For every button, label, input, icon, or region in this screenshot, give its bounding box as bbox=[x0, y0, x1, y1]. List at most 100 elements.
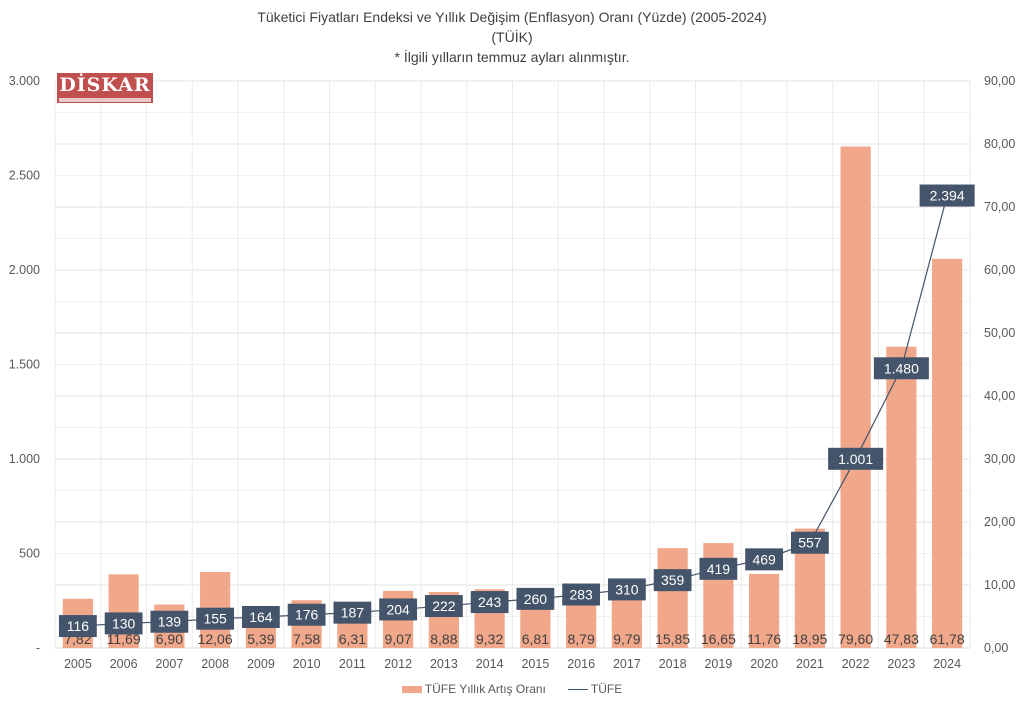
bar-data-label: 79,60 bbox=[838, 631, 873, 647]
x-axis-tick-label: 2012 bbox=[384, 657, 412, 671]
bar-data-label: 6,90 bbox=[156, 631, 183, 647]
line-data-label: 1.480 bbox=[884, 360, 919, 376]
line-data-label: 1.001 bbox=[838, 451, 873, 467]
right-axis-tick-label: 60,00 bbox=[984, 263, 1015, 277]
bar-data-label: 6,31 bbox=[339, 631, 366, 647]
x-axis-tick-label: 2011 bbox=[339, 657, 366, 671]
line-data-label: 283 bbox=[569, 587, 593, 603]
x-axis-tick-label: 2018 bbox=[659, 657, 687, 671]
legend: TÜFE Yıllık Artış Oranı TÜFE bbox=[0, 682, 1024, 696]
bar-data-label: 6,81 bbox=[522, 631, 549, 647]
line-data-label-box bbox=[653, 569, 692, 592]
legend-item-bar: TÜFE Yıllık Artış Oranı bbox=[401, 682, 546, 696]
legend-item-line: TÜFE bbox=[567, 682, 623, 696]
right-axis-tick-label: 70,00 bbox=[984, 200, 1015, 214]
line-data-label-box bbox=[150, 610, 189, 633]
line-data-label-box bbox=[873, 357, 929, 380]
line-data-label-box bbox=[745, 548, 784, 571]
x-axis-tick-label: 2007 bbox=[155, 657, 183, 671]
x-axis-tick-label: 2008 bbox=[201, 657, 229, 671]
x-axis-tick-label: 2019 bbox=[704, 657, 732, 671]
right-axis-tick-label: 0,00 bbox=[984, 641, 1008, 655]
line-data-label-box bbox=[516, 587, 555, 610]
legend-line-label: TÜFE bbox=[590, 682, 623, 696]
line-data-labels: 116 130 139 155 164 176 187 204 222 243 260 283 310 3… bbox=[58, 184, 975, 638]
left-axis-tick-label: 1.000 bbox=[9, 452, 40, 466]
line-data-label: 359 bbox=[661, 572, 685, 588]
left-axis-tick-label: 2.500 bbox=[9, 169, 40, 183]
line-data-label-box bbox=[470, 591, 509, 614]
line-data-label: 419 bbox=[707, 561, 731, 577]
line-data-label: 557 bbox=[798, 535, 822, 551]
chart-subtitle-source: (TÜİK) bbox=[491, 29, 533, 45]
right-axis-tick-label: 90,00 bbox=[984, 74, 1015, 88]
line-data-label-box bbox=[241, 606, 280, 629]
line-data-label: 204 bbox=[386, 601, 410, 617]
line-data-label-box bbox=[828, 447, 884, 470]
x-axis-tick-label: 2009 bbox=[247, 657, 275, 671]
bar-data-label: 9,79 bbox=[613, 631, 640, 647]
line-data-label-box bbox=[104, 612, 143, 635]
x-axis-tick-label: 2020 bbox=[750, 657, 778, 671]
right-axis-tick-label: 30,00 bbox=[984, 452, 1015, 466]
bar-data-label: 9,07 bbox=[385, 631, 412, 647]
bar-data-label: 8,79 bbox=[568, 631, 595, 647]
line-data-label: 469 bbox=[752, 551, 776, 567]
bar-data-label: 7,58 bbox=[293, 631, 320, 647]
left-axis-tick-label: 500 bbox=[19, 547, 40, 561]
left-axis-tick-label: 1.500 bbox=[9, 358, 40, 372]
bar-data-label: 47,83 bbox=[884, 631, 919, 647]
right-axis-tick-label: 80,00 bbox=[984, 137, 1015, 151]
bar bbox=[886, 346, 917, 648]
line-data-label: 176 bbox=[295, 607, 319, 623]
x-axis-tick-label: 2021 bbox=[796, 657, 824, 671]
line-data-label: 222 bbox=[432, 598, 456, 614]
bar bbox=[657, 548, 688, 648]
x-axis-tick-label: 2017 bbox=[613, 657, 641, 671]
logo-subtitle-strip bbox=[59, 98, 151, 102]
bar-data-label: 11,76 bbox=[747, 631, 781, 647]
line-data-label-box bbox=[562, 583, 601, 606]
bar-data-label: 15,85 bbox=[655, 631, 690, 647]
chart-title: Tüketici Fiyatları Endeksi ve Yıllık Değ… bbox=[257, 9, 767, 25]
x-axis-tick-label: 2005 bbox=[64, 657, 92, 671]
bar-series bbox=[62, 146, 963, 648]
line-data-label: 2.394 bbox=[930, 188, 965, 204]
gridlines bbox=[54, 80, 971, 649]
line-data-label-box bbox=[379, 598, 418, 621]
left-axis-tick-label: - bbox=[36, 641, 40, 655]
bar-data-label: 16,65 bbox=[701, 631, 736, 647]
line-data-label: 260 bbox=[524, 591, 548, 607]
line-data-label: 310 bbox=[615, 581, 639, 597]
right-axis-tick-label: 50,00 bbox=[984, 326, 1015, 340]
x-axis-ticks: 2005 2006 2007 2008 2009 2010 2011 2012 2013 2014… bbox=[64, 657, 961, 671]
x-axis-tick-label: 2014 bbox=[476, 657, 504, 671]
x-axis-tick-label: 2010 bbox=[293, 657, 321, 671]
line-data-label: 130 bbox=[112, 615, 136, 631]
bar-data-label: 8,88 bbox=[430, 631, 457, 647]
chart-note: * İlgili yılların temmuz ayları alınmışt… bbox=[394, 49, 630, 65]
left-axis-tick-label: 2.000 bbox=[9, 263, 40, 277]
right-axis-ticks: 0,00 10,00 20,00 30,00 40,00 50,00 60,00 70,00 8… bbox=[984, 74, 1015, 655]
bar-data-label: 61,78 bbox=[930, 631, 965, 647]
legend-bar-swatch bbox=[401, 685, 422, 693]
line-data-label: 139 bbox=[158, 614, 182, 630]
bar bbox=[840, 146, 871, 648]
x-axis-tick-label: 2022 bbox=[842, 657, 870, 671]
logo-text: DİSKAR bbox=[59, 74, 151, 96]
bar-data-labels: 7,82 11,69 6,90 12,06 5,39 7,58 6,31 9,07 8,88 9,… bbox=[64, 631, 965, 647]
line-data-label-box bbox=[790, 531, 829, 554]
line-data-label: 243 bbox=[478, 594, 502, 610]
bar bbox=[520, 605, 551, 648]
line-data-label-box bbox=[699, 557, 738, 580]
diskar-logo: DİSKAR bbox=[57, 73, 153, 103]
line-data-label-box bbox=[607, 578, 646, 601]
x-axis-tick-label: 2013 bbox=[430, 657, 458, 671]
line-data-label: 155 bbox=[203, 611, 227, 627]
line-data-label: 116 bbox=[67, 618, 90, 634]
right-axis-tick-label: 40,00 bbox=[984, 389, 1015, 403]
bar bbox=[108, 574, 139, 648]
x-axis-tick-label: 2015 bbox=[521, 657, 549, 671]
bar-data-label: 9,32 bbox=[476, 631, 503, 647]
bar-data-label: 11,69 bbox=[107, 631, 141, 647]
